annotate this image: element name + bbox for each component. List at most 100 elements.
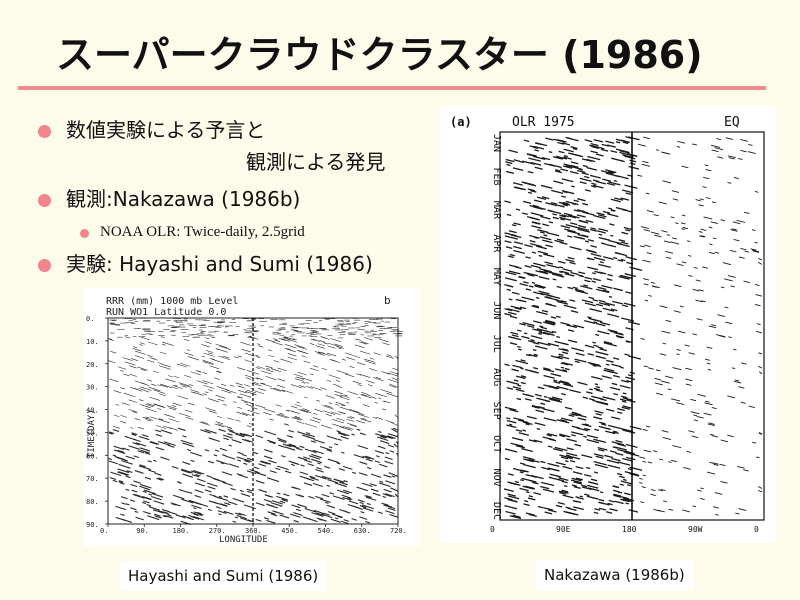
right-texture-mark bbox=[589, 363, 602, 368]
left-texture-mark bbox=[110, 350, 117, 354]
left-texture-mark bbox=[293, 519, 299, 523]
right-texture-mark bbox=[530, 212, 544, 217]
right-texture-mark bbox=[621, 379, 629, 383]
right-texture-mark bbox=[708, 422, 715, 425]
right-texture-mark bbox=[514, 307, 522, 311]
left-texture-mark bbox=[141, 434, 149, 438]
left-texture-mark bbox=[361, 482, 373, 488]
left-xtick-label: 90. bbox=[136, 527, 149, 535]
right-texture-mark bbox=[515, 359, 529, 365]
right-texture-mark bbox=[727, 275, 736, 278]
right-texture-mark bbox=[541, 156, 551, 161]
right-texture-mark bbox=[520, 367, 524, 370]
left-ylabel: TIME(DAY) bbox=[87, 409, 97, 458]
right-texture-mark bbox=[645, 192, 650, 195]
right-texture-mark bbox=[707, 423, 715, 427]
right-texture-mark bbox=[558, 380, 572, 386]
right-texture-mark bbox=[711, 407, 717, 410]
right-texture-mark bbox=[660, 488, 666, 492]
right-texture-mark bbox=[558, 260, 566, 264]
left-texture-mark bbox=[131, 433, 137, 436]
left-texture-mark bbox=[288, 429, 295, 433]
left-texture-mark bbox=[337, 386, 342, 388]
left-texture-mark bbox=[334, 478, 345, 483]
right-texture-mark bbox=[672, 445, 682, 449]
left-texture-mark bbox=[202, 359, 214, 364]
right-texture-mark bbox=[611, 441, 625, 446]
right-month-label: JAN bbox=[491, 134, 502, 152]
left-texture-mark bbox=[163, 413, 171, 417]
right-texture-mark bbox=[524, 244, 533, 248]
right-texture-mark bbox=[594, 463, 608, 469]
left-texture-mark bbox=[138, 465, 151, 471]
left-texture-mark bbox=[380, 435, 387, 439]
right-texture-mark bbox=[594, 410, 604, 414]
left-texture-mark bbox=[296, 401, 301, 404]
right-texture-mark bbox=[595, 455, 604, 459]
right-texture-mark bbox=[519, 487, 529, 492]
left-texture-mark bbox=[293, 512, 303, 517]
left-texture-mark bbox=[284, 446, 296, 451]
left-texture-mark bbox=[171, 503, 177, 506]
right-texture-mark bbox=[625, 456, 636, 461]
left-texture-mark bbox=[277, 378, 286, 382]
left-texture-mark bbox=[291, 504, 301, 509]
right-texture-mark bbox=[556, 385, 569, 391]
left-texture-mark bbox=[332, 383, 339, 387]
left-texture-mark bbox=[310, 477, 319, 481]
left-texture-mark bbox=[239, 432, 249, 437]
left-texture-mark bbox=[321, 367, 328, 371]
right-texture-mark bbox=[598, 263, 611, 269]
left-texture-mark bbox=[270, 387, 281, 392]
left-texture-mark bbox=[267, 511, 276, 515]
right-texture-mark bbox=[550, 202, 558, 205]
left-texture-mark bbox=[204, 449, 210, 452]
right-texture-mark bbox=[692, 143, 698, 146]
right-texture-mark bbox=[650, 281, 656, 284]
left-texture-mark bbox=[287, 409, 295, 413]
left-texture-mark bbox=[357, 396, 362, 399]
left-texture-mark bbox=[118, 481, 124, 484]
right-texture-mark bbox=[740, 138, 748, 142]
left-texture-mark bbox=[223, 510, 234, 515]
left-texture-mark bbox=[358, 472, 368, 476]
left-texture-mark bbox=[142, 416, 148, 420]
right-texture-mark bbox=[610, 308, 618, 312]
left-texture-mark bbox=[337, 438, 342, 441]
right-month-label: AUG bbox=[491, 368, 502, 386]
left-texture-mark bbox=[123, 373, 130, 377]
left-texture-mark bbox=[138, 336, 150, 341]
right-texture-mark bbox=[504, 308, 513, 312]
right-texture-mark bbox=[507, 255, 514, 259]
right-texture-mark bbox=[535, 409, 545, 413]
left-texture-mark bbox=[213, 454, 218, 457]
left-texture-mark bbox=[383, 504, 396, 510]
left-texture-mark bbox=[359, 374, 371, 378]
right-texture-mark bbox=[623, 478, 627, 481]
right-texture-mark bbox=[565, 258, 575, 263]
right-texture-mark bbox=[615, 148, 630, 153]
left-texture-mark bbox=[157, 418, 170, 424]
right-texture-mark bbox=[625, 340, 630, 343]
right-texture-mark bbox=[624, 471, 638, 476]
right-texture-mark bbox=[525, 368, 539, 374]
left-texture-mark bbox=[384, 460, 394, 465]
left-texture-mark bbox=[147, 354, 153, 358]
right-texture-mark bbox=[737, 465, 745, 469]
left-texture-mark bbox=[209, 357, 215, 360]
sub-bullet-dot bbox=[80, 229, 89, 238]
right-texture-mark bbox=[655, 149, 660, 151]
right-texture-mark bbox=[609, 223, 615, 226]
right-texture-mark bbox=[758, 371, 763, 375]
right-texture-mark bbox=[561, 214, 569, 218]
left-texture-mark bbox=[240, 341, 252, 346]
right-texture-mark bbox=[606, 359, 614, 363]
right-texture-mark bbox=[563, 484, 568, 488]
left-texture-mark bbox=[128, 399, 138, 403]
right-texture-mark bbox=[622, 392, 627, 395]
right-texture-mark bbox=[543, 408, 555, 413]
right-texture-mark bbox=[647, 367, 654, 370]
left-texture-mark bbox=[297, 350, 307, 354]
left-texture-mark bbox=[244, 439, 254, 443]
left-texture-mark bbox=[266, 368, 270, 370]
